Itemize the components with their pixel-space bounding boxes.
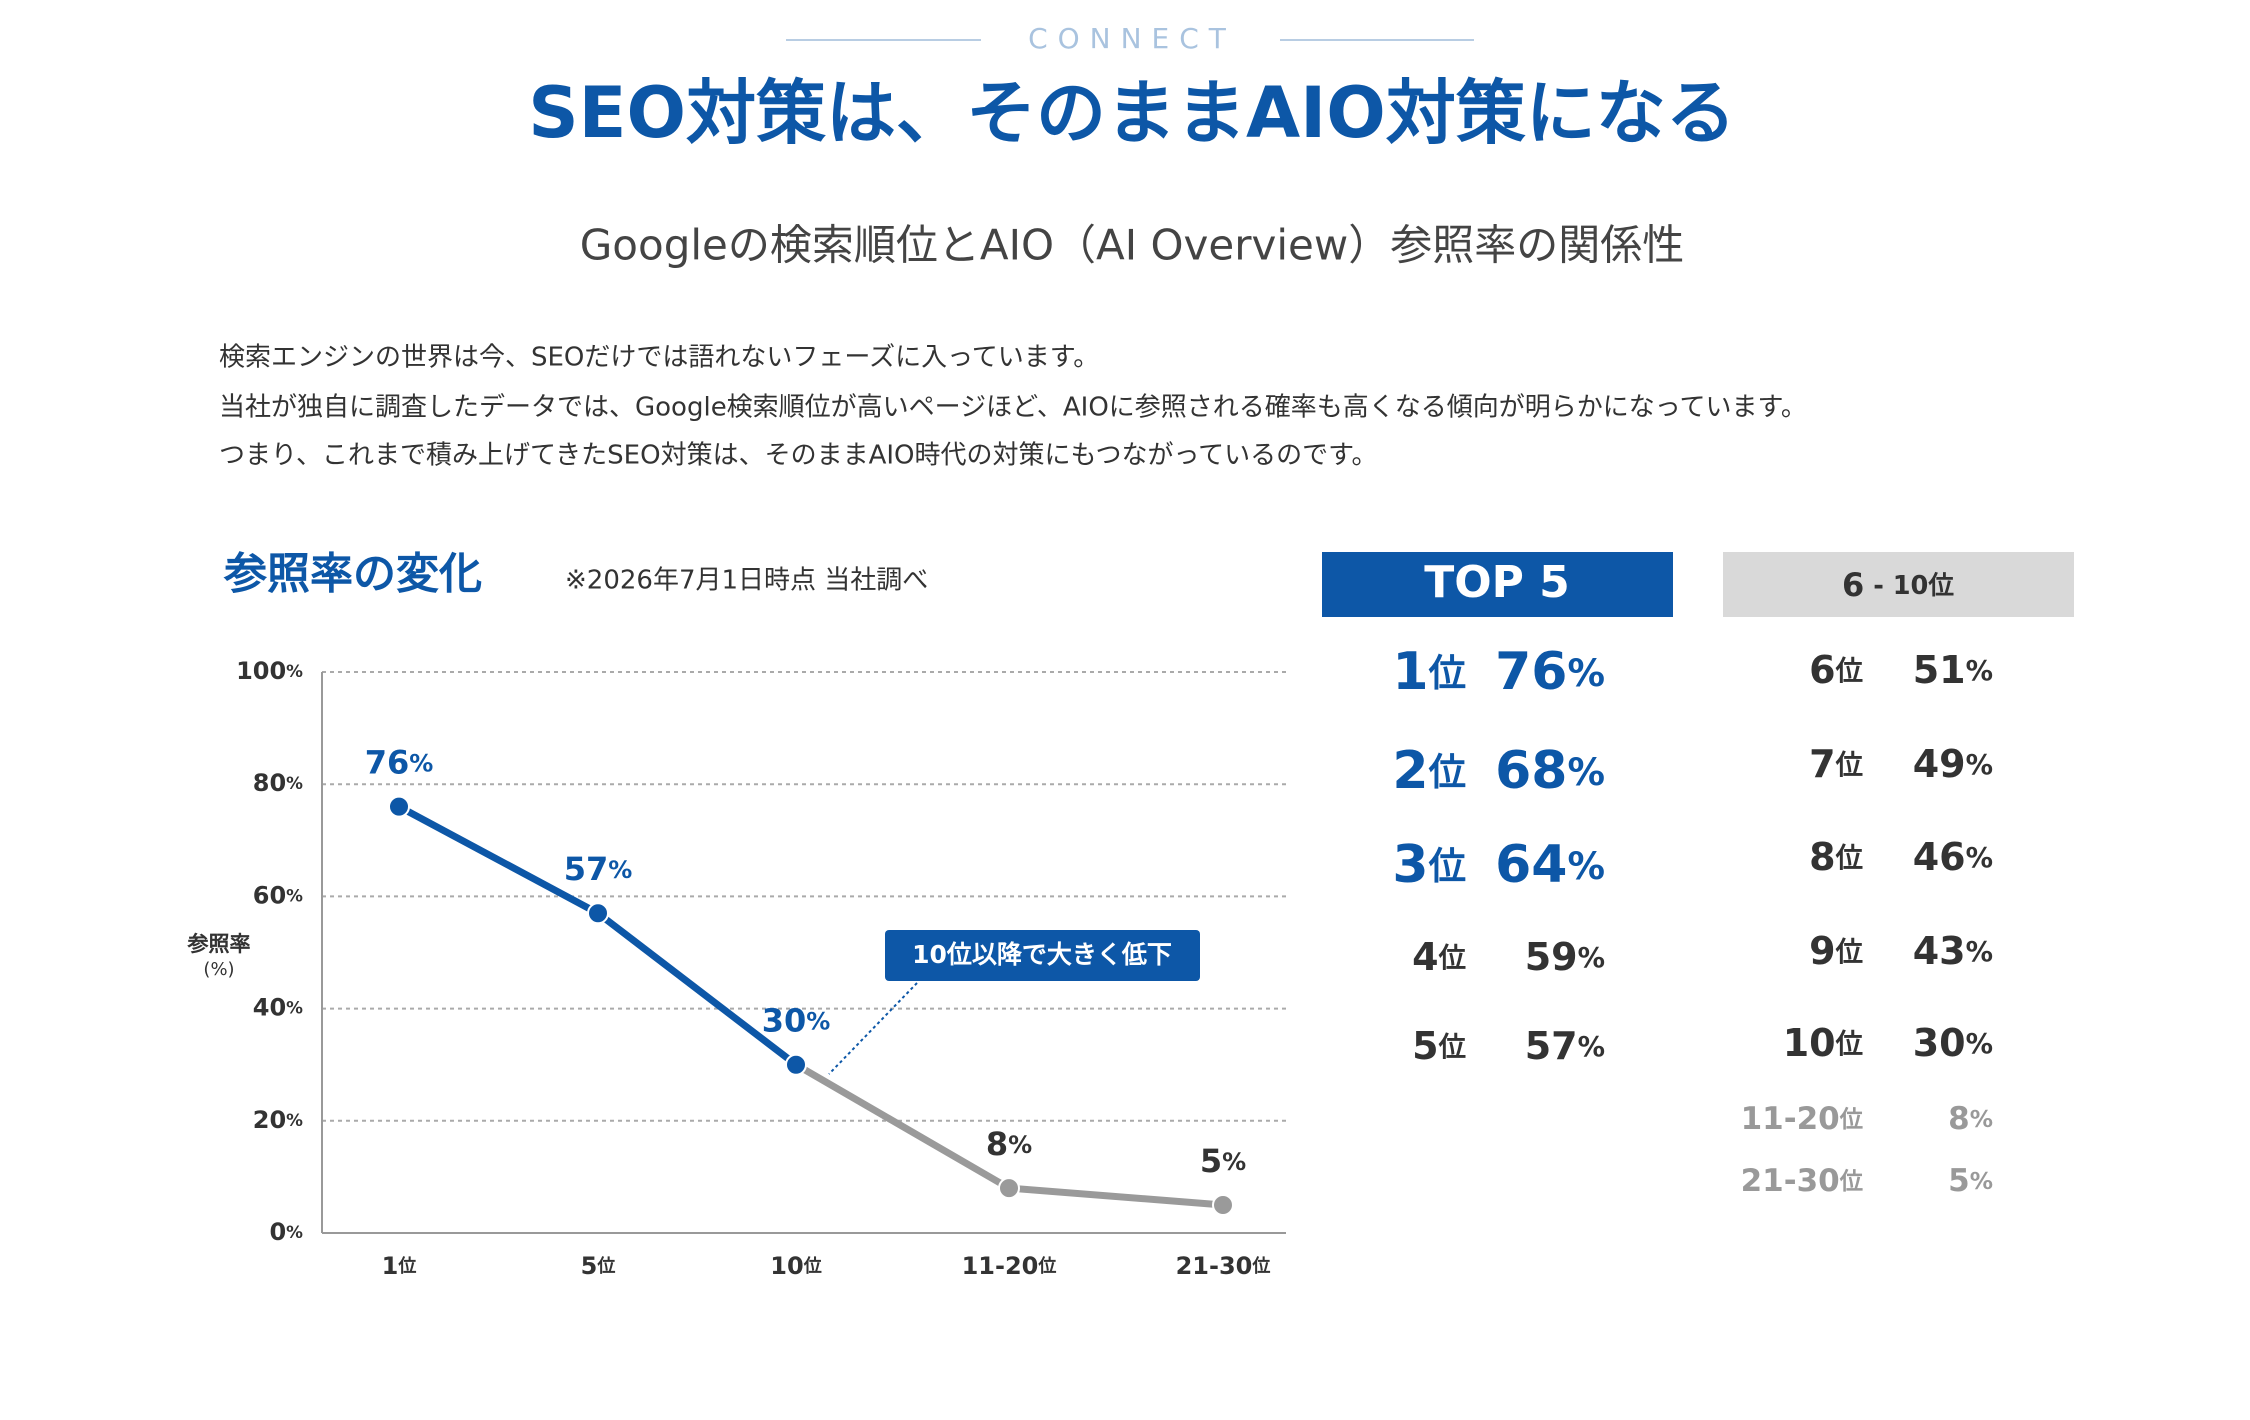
rank: 3位 bbox=[1392, 835, 1466, 895]
rank: 6位 bbox=[1809, 648, 1863, 692]
data-label: 76% bbox=[365, 744, 434, 782]
table-header bbox=[1723, 552, 2074, 617]
data-point bbox=[587, 902, 609, 925]
y-axis-label: (%) bbox=[203, 959, 234, 980]
eyebrow: CONNECT bbox=[1028, 22, 1236, 55]
page-title: SEO対策は、そのままAIO対策になる bbox=[528, 72, 1735, 154]
chart: 0% 20% 40% 60% 80% 100% 参照率 (%) 1位 5位 10位 11-20位 21-… bbox=[187, 657, 1286, 1280]
data-point bbox=[998, 1177, 1020, 1200]
subtitle: Googleの検索順位とAIO（AI Overview）参照率の関係性 bbox=[580, 221, 1685, 270]
rate: 8% bbox=[1948, 1101, 1993, 1137]
data-point bbox=[388, 795, 410, 818]
table-title: TOP 5 bbox=[1424, 557, 1570, 608]
y-tick-label: 80% bbox=[253, 769, 303, 797]
rate: 64% bbox=[1495, 835, 1605, 895]
data-label: 30% bbox=[762, 1002, 831, 1040]
rank: 10位 bbox=[1783, 1021, 1863, 1065]
x-tick-label: 5位 bbox=[581, 1252, 616, 1280]
y-tick-label: 100% bbox=[236, 657, 303, 685]
rate: 68% bbox=[1495, 741, 1605, 801]
section-title: 参照率の変化 bbox=[223, 550, 482, 600]
rank: 2位 bbox=[1392, 741, 1466, 801]
body-text: 検索エンジンの世界は今、SEOだけでは語れないフェーズに入っています。 bbox=[219, 343, 1099, 373]
table-title: 6 - 10位 bbox=[1842, 566, 1954, 604]
rate: 76% bbox=[1495, 642, 1605, 702]
rank: 4位 bbox=[1412, 935, 1466, 979]
body-text: 当社が独自に調査したデータでは、Google検索順位が高いページほど、AIOに参… bbox=[219, 393, 1807, 423]
y-tick-label: 20% bbox=[253, 1106, 303, 1134]
y-tick-label: 40% bbox=[253, 994, 303, 1022]
y-tick-label: 0% bbox=[269, 1218, 303, 1246]
annotation-leader bbox=[828, 982, 918, 1075]
y-axis-label: 参照率 bbox=[187, 932, 251, 956]
data-label: 57% bbox=[564, 850, 633, 888]
rank: 5位 bbox=[1412, 1024, 1466, 1068]
rank: 8位 bbox=[1809, 835, 1863, 879]
rate: 57% bbox=[1525, 1024, 1605, 1068]
rank: 7位 bbox=[1809, 742, 1863, 786]
section-note: ※2026年7月1日時点 当社調べ bbox=[565, 566, 928, 596]
line-segment bbox=[1008, 1184, 1224, 1209]
rate: 51% bbox=[1913, 648, 1993, 692]
x-tick-label: 10位 bbox=[770, 1252, 821, 1280]
rate: 59% bbox=[1525, 935, 1605, 979]
line-segment bbox=[397, 803, 600, 917]
line-segment bbox=[595, 910, 799, 1068]
annotation: 10位以降で大きく低下 bbox=[912, 940, 1172, 969]
table-header bbox=[1322, 552, 1673, 617]
rate: 43% bbox=[1913, 929, 1993, 973]
rank: 1位 bbox=[1392, 642, 1466, 702]
rate: 49% bbox=[1913, 742, 1993, 786]
data-label: 5% bbox=[1200, 1142, 1246, 1180]
y-tick-label: 60% bbox=[253, 881, 303, 909]
rate: 46% bbox=[1913, 835, 1993, 879]
x-tick-label: 1位 bbox=[382, 1252, 417, 1280]
rank: 11-20位 bbox=[1741, 1101, 1863, 1137]
rank: 9位 bbox=[1809, 929, 1863, 973]
x-tick-label: 21-30位 bbox=[1176, 1252, 1271, 1280]
rank-tables: TOP 5 6 - 10位 1位 76% 2位 68% 3位 64% 4位 59% 5位 57% 6位 5… bbox=[1322, 552, 2074, 1199]
body-text: つまり、これまで積み上げてきたSEO対策は、そのままAIO時代の対策にもつながっ… bbox=[219, 441, 1378, 471]
rank: 21-30位 bbox=[1741, 1163, 1863, 1199]
data-point bbox=[1212, 1193, 1234, 1216]
rate: 5% bbox=[1948, 1163, 1993, 1199]
data-label: 8% bbox=[986, 1125, 1032, 1163]
rate: 30% bbox=[1913, 1021, 1993, 1065]
annotation-box bbox=[885, 930, 1200, 981]
line-segment bbox=[794, 1061, 1011, 1192]
x-tick-label: 11-20位 bbox=[962, 1252, 1057, 1280]
data-point bbox=[785, 1053, 807, 1076]
